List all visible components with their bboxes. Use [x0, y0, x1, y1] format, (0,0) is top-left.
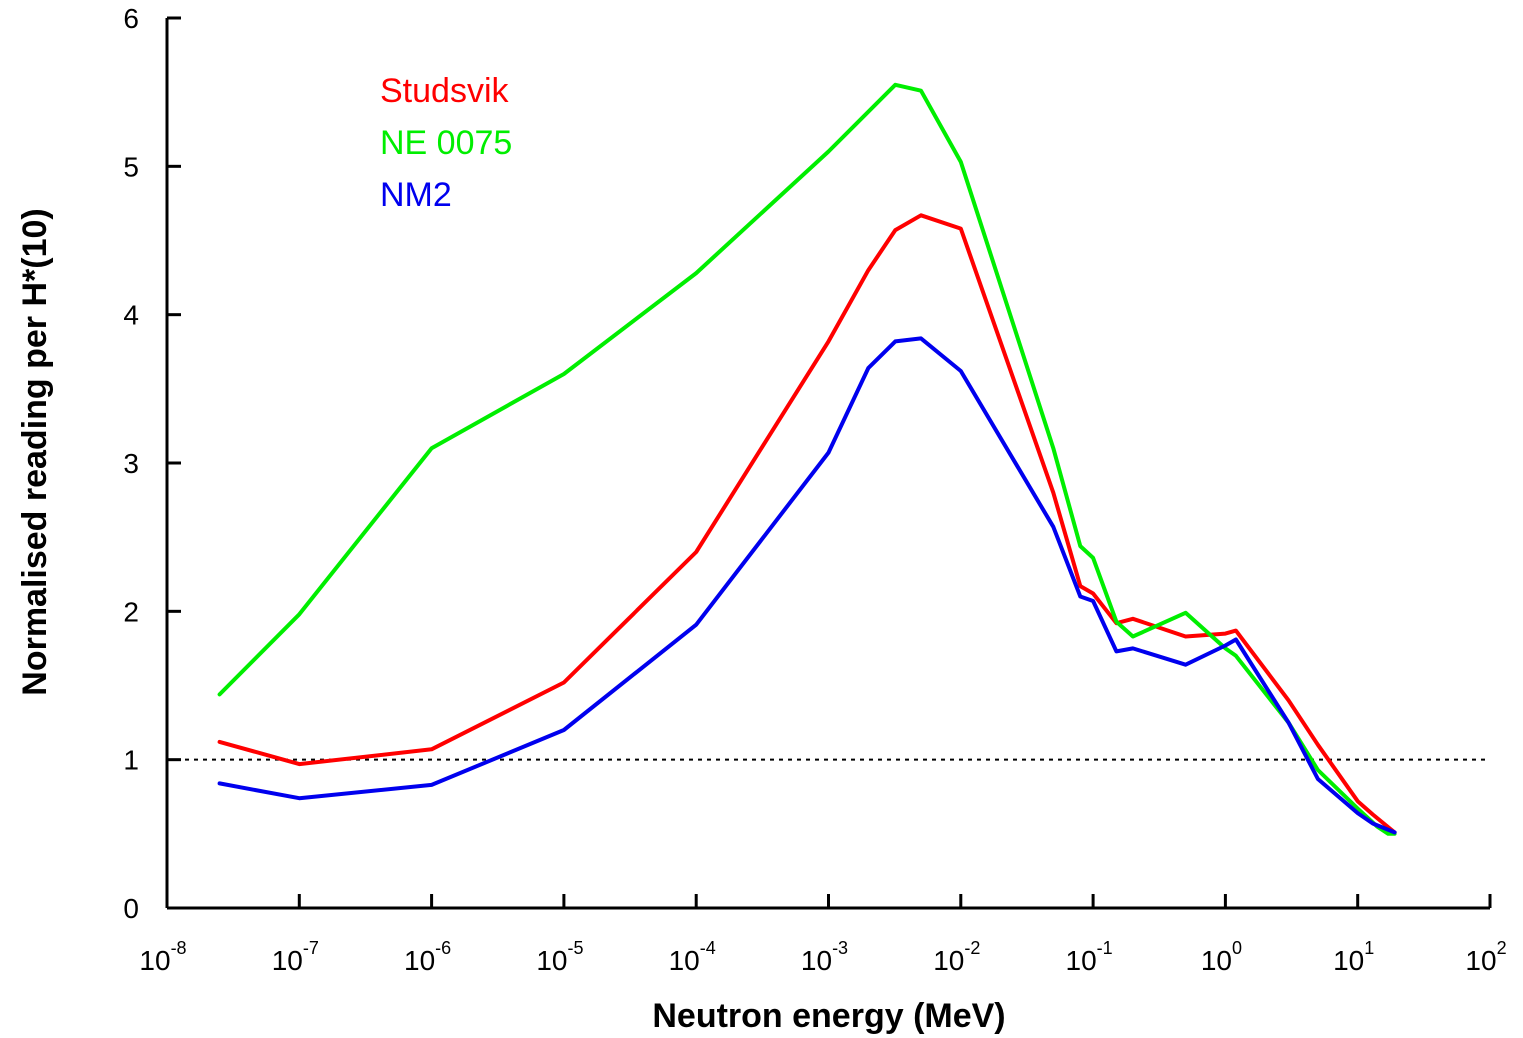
y-tick-label: 5 [123, 151, 139, 182]
y-tick-label: 2 [123, 596, 139, 627]
x-tick-label: 10-2 [933, 938, 980, 976]
legend-label-nm2: NM2 [380, 176, 452, 214]
x-tick-label: 10-4 [669, 938, 716, 976]
y-tick-label: 4 [123, 300, 139, 331]
x-tick-label: 10-5 [536, 938, 583, 976]
y-axis-title: Normalised reading per H*(10) [16, 208, 54, 695]
x-tick-label: 10-7 [272, 938, 319, 976]
x-tick-label: 10-6 [404, 938, 451, 976]
x-tick-label: 10-8 [139, 938, 186, 976]
x-tick-label: 100 [1201, 938, 1242, 976]
y-tick-label: 3 [123, 448, 139, 479]
series-line-ne-0075 [217, 82, 1397, 836]
series-line-studsvik [217, 213, 1397, 835]
legend-label-studsvik: Studsvik [380, 72, 509, 110]
legend-label-ne-0075: NE 0075 [380, 124, 512, 162]
x-tick-label: 10-3 [801, 938, 848, 976]
x-axis-title: Neutron energy (MeV) [652, 997, 1005, 1035]
y-tick-label: 1 [123, 745, 139, 776]
legend: Studsvik NE 0075 NM2 [380, 72, 512, 214]
series-line-nm2 [217, 336, 1397, 835]
x-tick-label: 10-1 [1066, 938, 1113, 976]
x-tick-label: 102 [1465, 938, 1506, 976]
axes: 0 1 2 3 4 5 6 10-8 10-7 10-6 10-5 10-4 10-3 10-2 10-1 1… [123, 3, 1506, 976]
x-tick-label: 101 [1333, 938, 1374, 976]
y-tick-label: 0 [123, 893, 139, 924]
y-tick-label: 6 [123, 3, 139, 34]
plot-area [167, 82, 1490, 836]
